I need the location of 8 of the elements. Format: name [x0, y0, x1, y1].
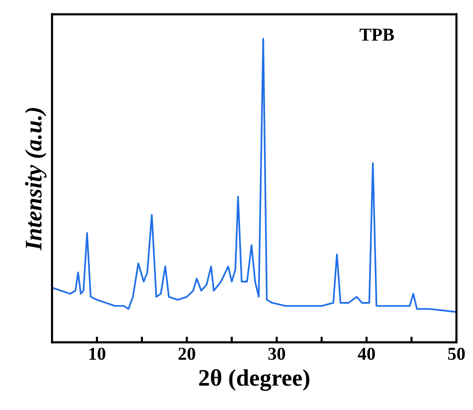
annotation: TPB [360, 28, 394, 41]
x-tick-label: 30 [268, 348, 286, 360]
x-tick-label: 50 [448, 348, 465, 360]
y-axis-title: Intensity (a.u.) [24, 108, 46, 250]
x-tick-label: 10 [89, 348, 106, 360]
x-tick-label: 40 [358, 348, 375, 360]
x-axis-title: 2θ (degree) [199, 369, 310, 391]
x-tick-label: 20 [178, 348, 196, 360]
